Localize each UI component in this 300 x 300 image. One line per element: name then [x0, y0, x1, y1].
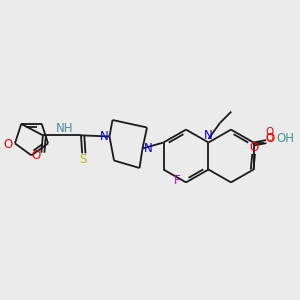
- Text: O: O: [4, 138, 13, 152]
- Text: S: S: [79, 153, 86, 167]
- Text: N: N: [100, 130, 109, 143]
- Text: N: N: [143, 142, 152, 155]
- Text: OH: OH: [276, 132, 294, 146]
- Text: NH: NH: [56, 122, 74, 135]
- Text: O: O: [250, 141, 259, 154]
- Text: N: N: [204, 129, 213, 142]
- Text: O: O: [266, 132, 274, 146]
- Text: O: O: [265, 133, 273, 143]
- Text: O: O: [265, 127, 273, 137]
- Text: O: O: [31, 148, 40, 162]
- Text: F: F: [174, 174, 181, 188]
